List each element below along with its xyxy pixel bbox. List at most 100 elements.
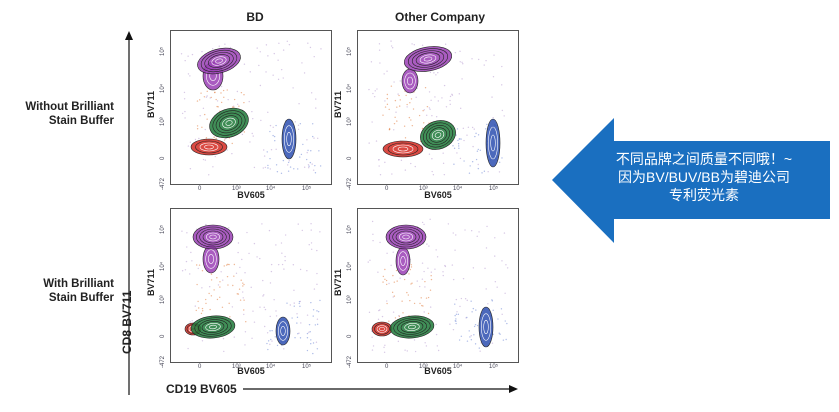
event-dot <box>273 299 275 301</box>
event-dot <box>299 268 302 271</box>
event-dot <box>303 166 306 168</box>
panel-x-label-other-bottom: BV605 <box>424 366 452 376</box>
event-dot <box>258 64 260 67</box>
event-dot <box>308 165 310 167</box>
population-contour <box>275 316 291 346</box>
event-dot <box>286 302 288 304</box>
population-contour <box>423 122 453 148</box>
event-dot <box>455 234 457 236</box>
event-dot <box>398 94 400 97</box>
event-dot <box>267 167 269 169</box>
event-dot <box>292 264 295 266</box>
event-dot <box>399 99 401 101</box>
event-dot <box>220 92 222 94</box>
event-dot <box>187 55 189 57</box>
event-dot <box>487 171 489 173</box>
event-dot <box>275 315 278 317</box>
event-dot <box>223 96 225 98</box>
event-dot <box>381 315 384 318</box>
event-dot <box>202 158 205 161</box>
event-dot <box>491 342 494 344</box>
event-dot <box>186 232 188 234</box>
event-dot <box>281 263 284 266</box>
event-dot <box>486 225 488 228</box>
population-contour <box>431 129 445 141</box>
event-dot <box>459 305 461 308</box>
event-dot <box>280 68 283 71</box>
population-contour <box>200 49 238 73</box>
event-dot <box>392 311 395 313</box>
event-dot <box>437 100 440 102</box>
event-dot <box>421 221 424 224</box>
event-dot <box>309 331 311 333</box>
event-dot <box>473 325 476 328</box>
event-dot <box>277 78 280 81</box>
event-dot <box>383 346 385 349</box>
event-dot <box>436 256 439 258</box>
event-dot <box>449 323 451 325</box>
event-dot <box>372 345 375 347</box>
population-contour <box>281 118 297 160</box>
event-dot <box>312 315 314 317</box>
event-dot <box>505 338 507 341</box>
event-dot <box>485 288 487 290</box>
event-dot <box>260 119 262 122</box>
event-dot <box>184 110 186 113</box>
event-dot <box>455 134 457 136</box>
event-dot <box>476 324 479 327</box>
event-dot <box>244 331 247 333</box>
event-dot <box>306 337 309 339</box>
event-dot <box>243 101 245 104</box>
event-dot <box>463 139 465 142</box>
event-dot <box>453 163 455 165</box>
event-dot <box>251 132 253 135</box>
event-dot <box>428 153 431 155</box>
event-dot <box>388 127 391 130</box>
population-contour <box>286 132 292 146</box>
event-dot <box>378 49 381 51</box>
population-contour <box>415 52 441 66</box>
event-dot <box>371 121 373 123</box>
event-dot <box>206 118 208 120</box>
event-dot <box>196 283 198 286</box>
event-dot <box>393 122 396 125</box>
population-contour <box>490 134 496 152</box>
event-dot <box>299 305 301 308</box>
event-dot <box>217 284 220 286</box>
event-dot <box>297 223 299 225</box>
event-dot <box>442 271 444 273</box>
event-dot <box>198 137 200 140</box>
event-dot <box>484 267 486 270</box>
event-dot <box>458 93 461 95</box>
event-dot <box>428 245 430 247</box>
event-dot <box>233 106 235 109</box>
event-dot <box>237 251 239 254</box>
event-dot <box>269 282 272 284</box>
event-dot <box>277 263 280 266</box>
event-dot <box>187 145 190 147</box>
event-dot <box>198 307 200 309</box>
event-dot <box>474 323 477 326</box>
event-dot <box>436 345 439 347</box>
event-dot <box>435 249 437 251</box>
event-dot <box>435 74 437 76</box>
population-contour <box>404 322 420 332</box>
population-contour <box>411 50 445 68</box>
event-dot <box>196 100 199 102</box>
event-dot <box>194 138 197 141</box>
event-dot <box>239 299 242 301</box>
population-contour <box>408 324 416 330</box>
event-dot <box>271 329 273 332</box>
event-dot <box>316 283 318 286</box>
event-dot <box>267 111 269 114</box>
event-dot <box>427 267 429 269</box>
event-dot <box>198 264 201 266</box>
event-dot <box>259 257 261 260</box>
event-dot <box>316 249 318 252</box>
event-dot <box>282 77 284 79</box>
event-dot <box>263 149 265 151</box>
event-dot <box>382 275 385 278</box>
event-dot <box>406 106 408 108</box>
event-dot <box>248 252 250 255</box>
